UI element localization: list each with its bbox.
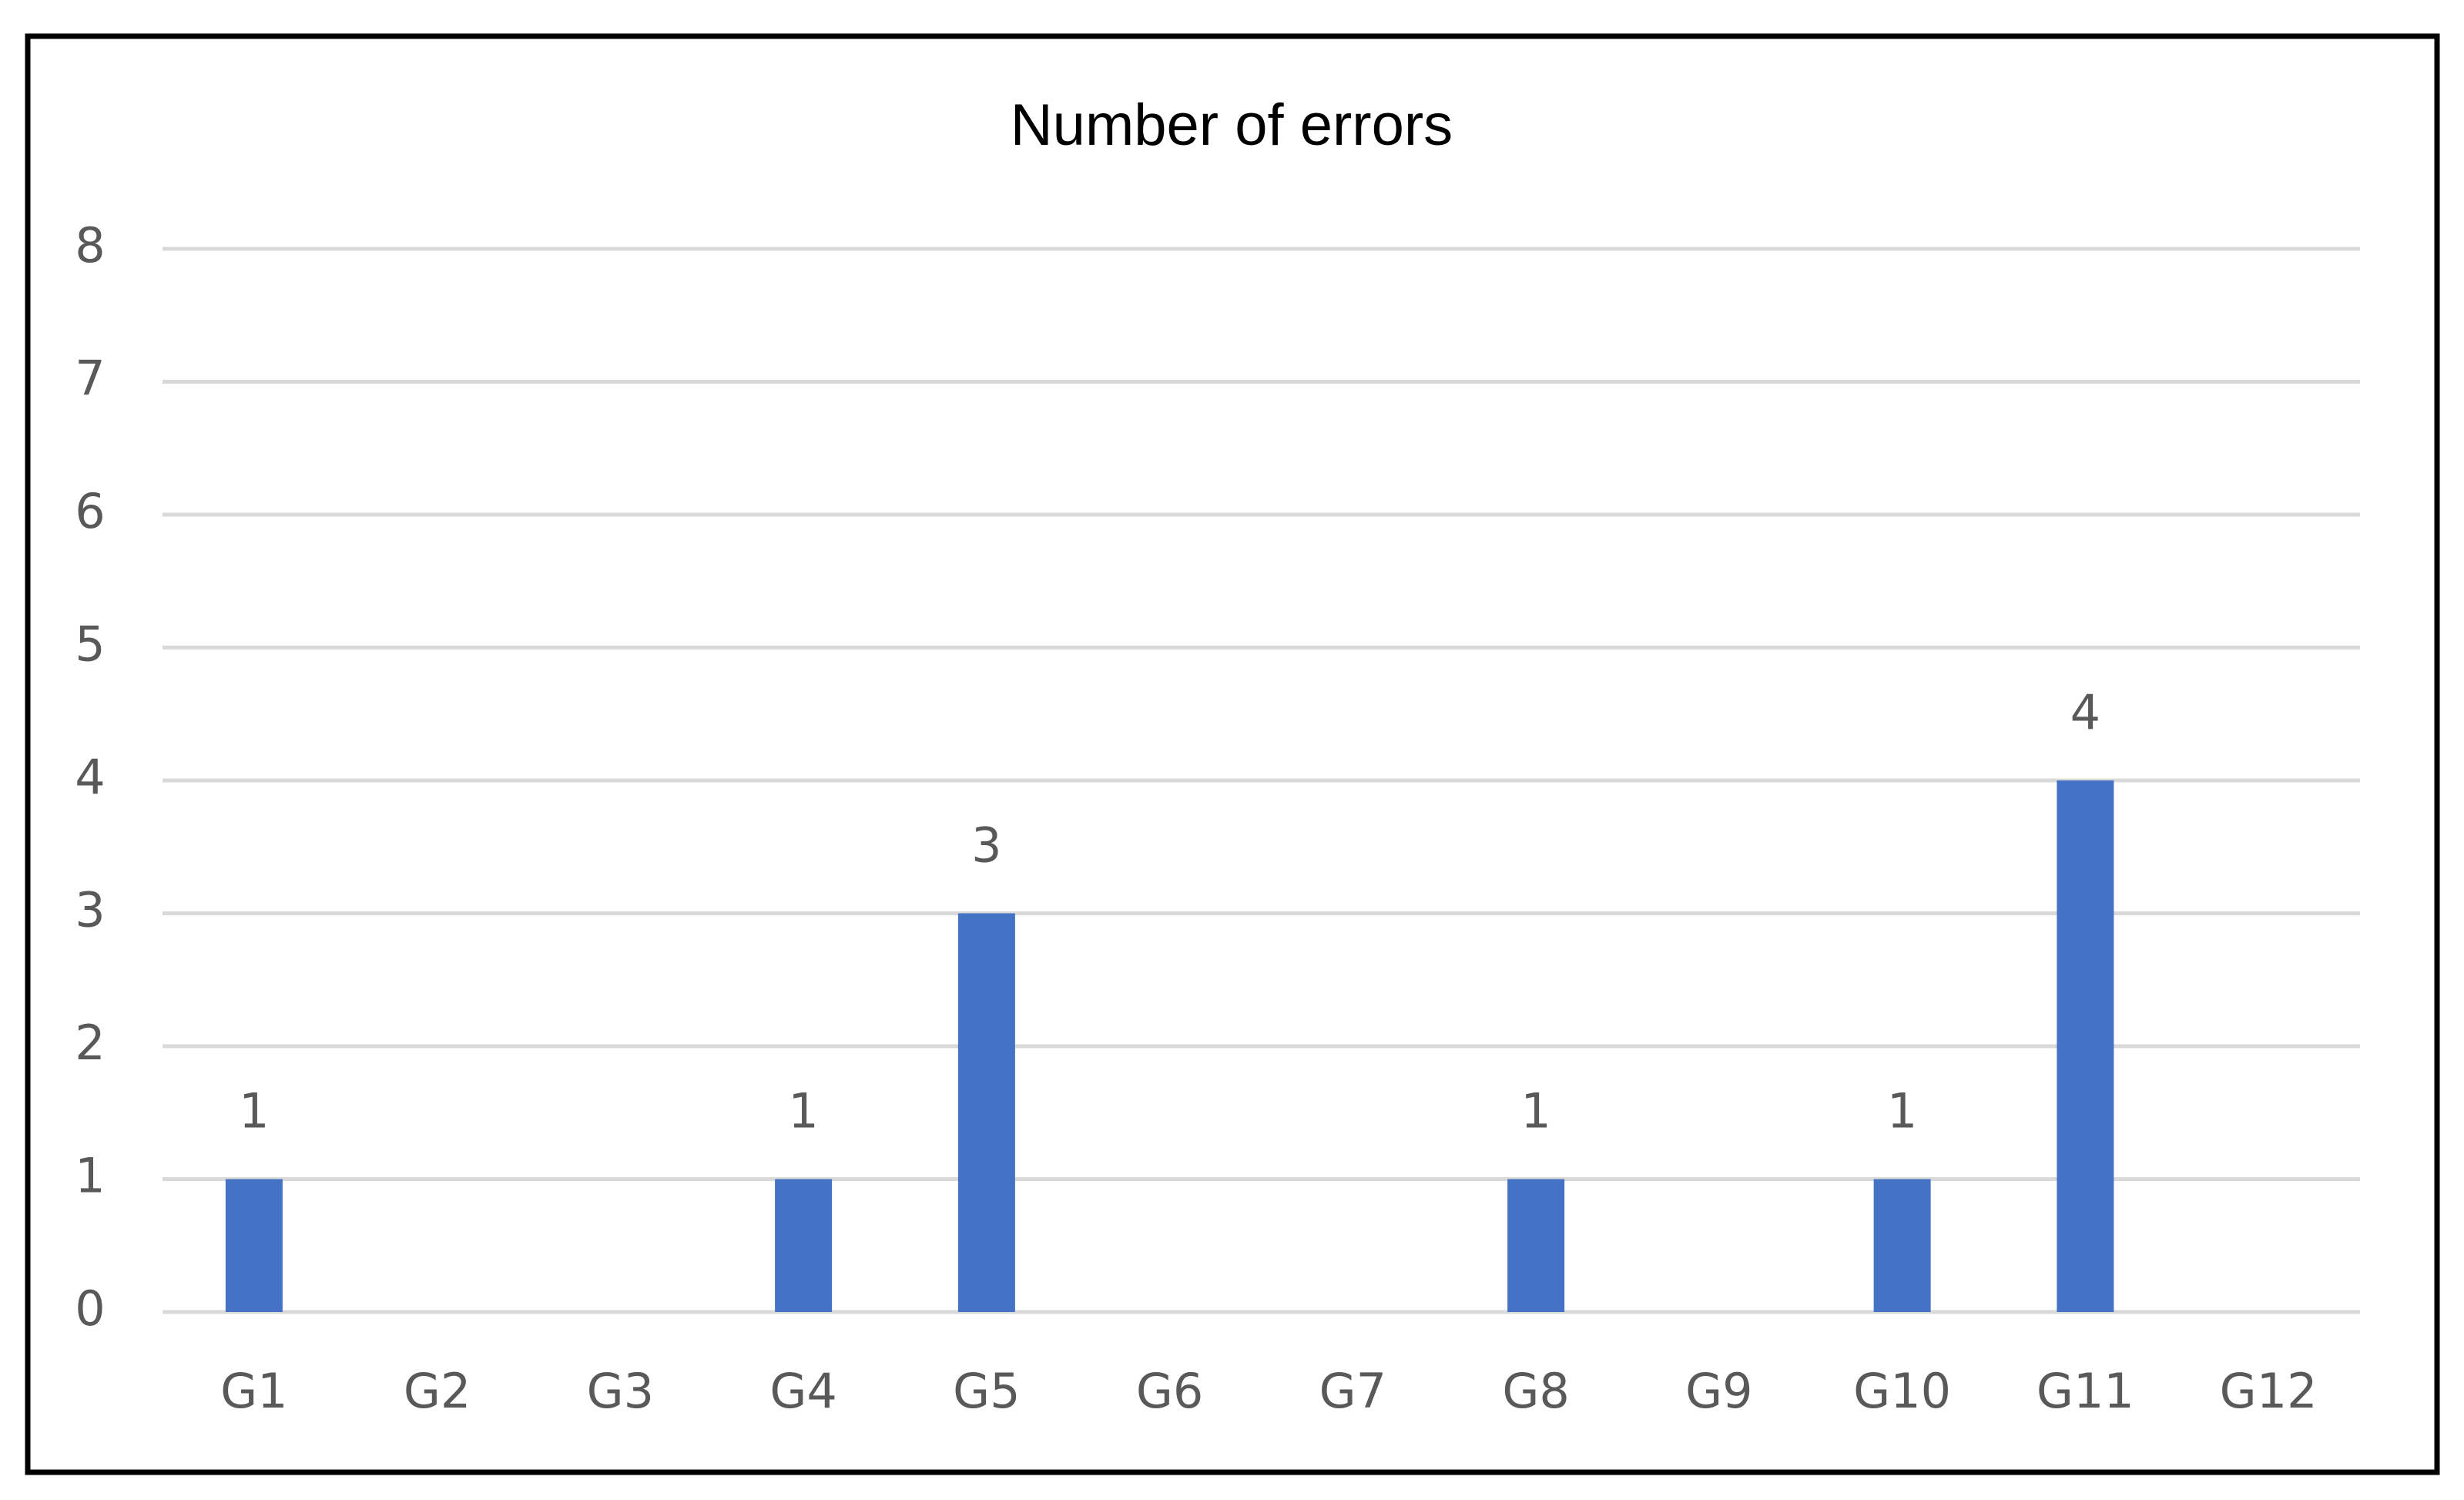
data-label: 1 (1520, 1083, 1550, 1139)
y-tick-label: 6 (75, 483, 105, 539)
data-label: 1 (1887, 1083, 1917, 1139)
bar (225, 1179, 283, 1312)
y-tick-label: 7 (75, 351, 105, 407)
x-tick-label: G12 (2220, 1363, 2318, 1419)
y-tick-label: 5 (75, 616, 105, 673)
x-tick-label: G7 (1319, 1363, 1387, 1419)
data-label: 4 (2070, 684, 2100, 740)
x-tick-label: G11 (2037, 1363, 2134, 1419)
y-tick-label: 2 (75, 1015, 105, 1071)
x-tick-label: G6 (1136, 1363, 1204, 1419)
data-label: 1 (239, 1083, 269, 1139)
data-label: 1 (788, 1083, 818, 1139)
bar (1873, 1179, 1931, 1312)
data-label: 3 (971, 817, 1001, 874)
y-tick-label: 4 (75, 749, 105, 805)
x-tick-label: G8 (1502, 1363, 1570, 1419)
bar (1507, 1179, 1565, 1312)
x-tick-label: G10 (1853, 1363, 1951, 1419)
bar (957, 913, 1015, 1312)
bar (2057, 780, 2114, 1312)
x-tick-label: G2 (404, 1363, 471, 1419)
y-tick-label: 8 (75, 217, 105, 273)
x-tick-label: G5 (953, 1363, 1021, 1419)
bar (775, 1179, 833, 1312)
chart-border (25, 33, 2440, 1475)
chart-title: Number of errors (1011, 92, 1453, 158)
x-tick-label: G9 (1685, 1363, 1753, 1419)
x-tick-label: G1 (220, 1363, 288, 1419)
x-tick-label: G3 (587, 1363, 655, 1419)
x-tick-label: G4 (769, 1363, 837, 1419)
y-tick-label: 0 (75, 1280, 105, 1337)
y-tick-label: 3 (75, 882, 105, 938)
y-tick-label: 1 (75, 1148, 105, 1204)
